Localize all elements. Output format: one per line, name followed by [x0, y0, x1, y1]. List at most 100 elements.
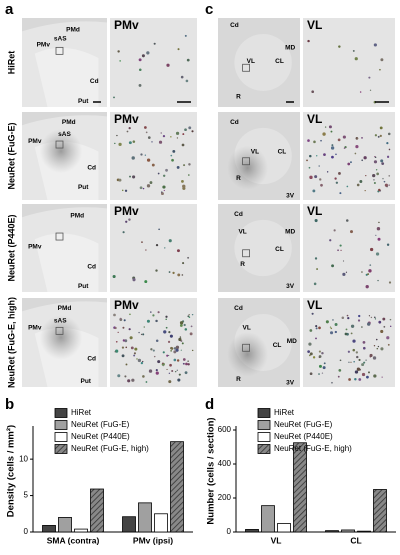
- cell: [114, 351, 116, 353]
- cell: [142, 375, 145, 378]
- cell: [373, 316, 376, 319]
- cell: [338, 172, 341, 175]
- cell: [155, 319, 158, 323]
- cell: [374, 156, 376, 158]
- stain: [227, 332, 269, 377]
- cell: [330, 327, 333, 330]
- white-matter: [34, 47, 99, 107]
- region-label: sAS: [54, 317, 67, 324]
- cell: [321, 351, 324, 355]
- cell: [145, 249, 147, 251]
- y-tick-label: 5: [24, 491, 29, 500]
- cell: [123, 319, 126, 322]
- bar: [325, 530, 339, 533]
- y-tick-label: 0: [227, 527, 232, 536]
- cell: [348, 378, 351, 381]
- region-label: Put: [78, 184, 89, 191]
- cell: [346, 185, 349, 188]
- cell: [377, 237, 381, 241]
- cell: [368, 315, 371, 317]
- cell: [380, 159, 384, 163]
- cell: [350, 230, 353, 234]
- roi-box: [242, 343, 251, 352]
- cell: [354, 370, 359, 374]
- cell: [128, 141, 132, 145]
- cell: [379, 68, 381, 71]
- cell: [318, 350, 321, 353]
- cell: [375, 338, 378, 341]
- cell: [323, 153, 326, 157]
- cell: [115, 340, 118, 343]
- cell: [130, 346, 134, 350]
- cell: [382, 317, 386, 321]
- cell: [367, 371, 370, 374]
- region-label: PMv: [28, 243, 42, 250]
- cell: [188, 316, 191, 318]
- cell: [138, 331, 140, 334]
- cell: [307, 39, 310, 43]
- cell: [356, 355, 359, 359]
- cell: [144, 154, 147, 156]
- zoom-label: PMv: [114, 298, 139, 312]
- cell: [379, 134, 382, 138]
- cell: [309, 154, 312, 158]
- cell: [350, 361, 352, 363]
- cell: [370, 316, 373, 319]
- cell: [315, 325, 318, 328]
- region-label: Put: [78, 98, 89, 105]
- cell: [174, 370, 177, 373]
- cell: [147, 136, 151, 139]
- cell: [128, 328, 131, 331]
- panel-label: d: [205, 396, 214, 413]
- cell: [132, 140, 136, 143]
- cell: [306, 159, 308, 162]
- cell: [388, 148, 391, 151]
- region-label: Cd: [230, 22, 239, 29]
- cell: [361, 372, 366, 377]
- legend-swatch: [257, 444, 271, 454]
- cell: [129, 175, 131, 178]
- cell: [162, 351, 165, 354]
- cell: [376, 347, 379, 350]
- cell: [342, 135, 346, 139]
- cell: [173, 358, 177, 362]
- cell: [375, 234, 377, 236]
- cell: [339, 192, 342, 195]
- cell: [353, 360, 355, 363]
- region-label: R: [236, 175, 241, 182]
- legend-swatch: [257, 420, 271, 430]
- region-label: PMv: [28, 324, 42, 331]
- cell: [178, 373, 181, 376]
- region-label: PMd: [70, 213, 84, 220]
- cell: [328, 125, 332, 129]
- cell: [126, 130, 129, 133]
- cell: [386, 155, 390, 158]
- cell: [312, 356, 316, 359]
- cell: [331, 155, 334, 159]
- cell: [377, 279, 379, 282]
- cell: [329, 326, 332, 328]
- row-label: HiRet: [6, 51, 16, 75]
- cell: [331, 381, 333, 384]
- cell: [170, 349, 173, 352]
- cell: [372, 173, 376, 178]
- cell: [184, 328, 188, 331]
- region-label: 3V: [286, 283, 295, 290]
- region-label: PMd: [66, 27, 80, 34]
- image-background: [303, 298, 395, 387]
- cell: [113, 313, 116, 317]
- bar: [341, 529, 355, 533]
- overview-image: PMd PMv Cd Put: [22, 204, 107, 292]
- cell: [365, 359, 367, 361]
- cell: [318, 165, 320, 167]
- cell: [388, 174, 391, 177]
- cell: [389, 325, 392, 328]
- cell: [168, 372, 171, 375]
- cell: [356, 183, 360, 187]
- cell: [375, 169, 378, 171]
- image-background: [303, 204, 395, 292]
- cell: [363, 346, 366, 350]
- cell: [160, 132, 162, 134]
- cell: [388, 184, 390, 186]
- cell: [127, 379, 131, 383]
